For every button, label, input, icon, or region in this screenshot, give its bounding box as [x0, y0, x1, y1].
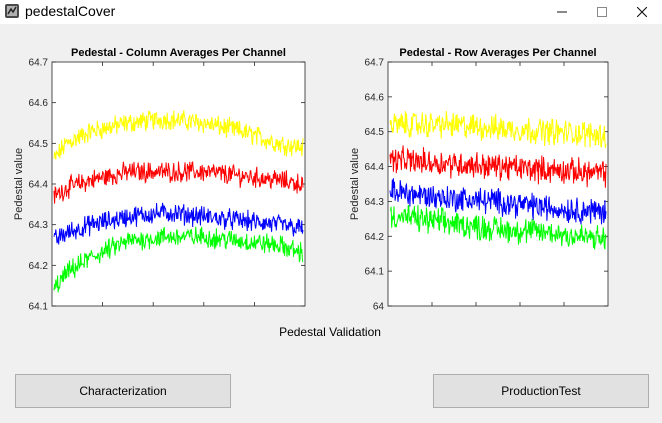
series-line-1	[53, 110, 304, 160]
row-averages-chart: Pedestal - Row Averages Per Channel Pedes…	[346, 36, 616, 316]
axes-frame	[51, 61, 306, 307]
minimize-icon	[557, 11, 567, 13]
series-line-2	[389, 145, 607, 188]
y-tick-label: 64.4	[365, 162, 385, 173]
y-tick-label: 64.3	[29, 220, 49, 231]
y-axis-label: Pedestal value	[349, 148, 361, 220]
y-tick-label: 64.1	[29, 302, 49, 313]
y-tick-label: 64.7	[365, 58, 385, 69]
y-tick-label: 64.6	[365, 92, 385, 103]
y-tick-label: 64.7	[29, 58, 49, 69]
series-line-3	[53, 202, 304, 245]
plot-area	[52, 62, 305, 306]
column-averages-chart: Pedestal - Column Averages Per Channel Pe…	[10, 36, 310, 316]
series-line-3	[389, 178, 607, 225]
series-line-2	[53, 161, 304, 204]
series-line-4	[53, 226, 304, 293]
series-line-4	[389, 204, 607, 250]
y-tick-label: 64.2	[29, 261, 49, 272]
maximize-button[interactable]	[580, 0, 624, 24]
y-tick-label: 64.6	[29, 98, 49, 109]
y-tick-label: 64.3	[365, 197, 385, 208]
chart-title: Pedestal - Row Averages Per Channel	[399, 47, 596, 59]
series-line-1	[389, 111, 607, 148]
maximize-icon	[597, 7, 607, 17]
y-tick-label: 64.5	[365, 127, 385, 138]
characterization-button[interactable]: Characterization	[15, 374, 231, 408]
chart-title: Pedestal - Column Averages Per Channel	[71, 47, 286, 59]
y-axis-label: Pedestal value	[13, 148, 25, 220]
close-icon	[637, 7, 647, 17]
y-tick-label: 64.2	[365, 232, 385, 243]
title-bar: pedestalCover	[0, 0, 662, 24]
y-tick-label: 64.5	[29, 139, 49, 150]
y-tick-label: 64.1	[365, 267, 385, 278]
matlab-figure-icon	[5, 4, 19, 18]
axes-frame	[387, 61, 609, 307]
y-tick-label: 64	[373, 302, 385, 313]
section-label: Pedestal Validation	[279, 325, 381, 339]
plot-area	[388, 62, 608, 306]
minimize-button[interactable]	[540, 0, 584, 24]
production-test-button[interactable]: ProductionTest	[433, 374, 649, 408]
close-button[interactable]	[620, 0, 662, 24]
y-tick-label: 64.4	[29, 180, 49, 191]
window-title: pedestalCover	[25, 3, 116, 19]
